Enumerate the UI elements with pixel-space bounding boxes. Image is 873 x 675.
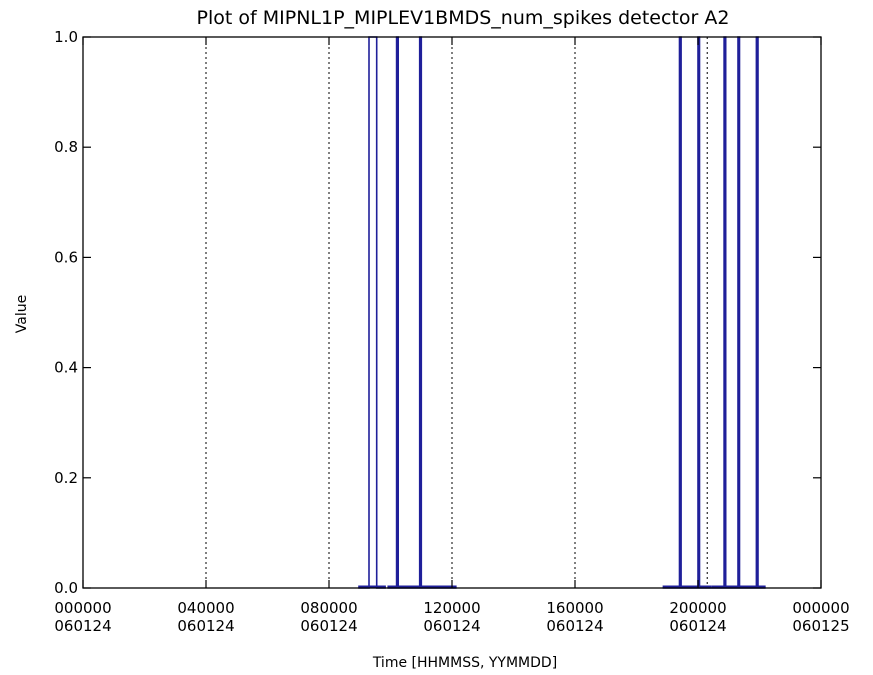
y-tick-label: 1.0: [54, 28, 78, 46]
x-tick-label-time: 000000: [792, 599, 849, 617]
series-group: [358, 36, 766, 589]
x-tick-label-date: 060124: [546, 617, 603, 635]
x-tick-label-time: 000000: [54, 599, 111, 617]
x-tick-label-time: 160000: [546, 599, 603, 617]
x-tick-label-date: 060124: [54, 617, 111, 635]
series-line: [387, 36, 457, 589]
x-tick-label-time: 200000: [669, 599, 726, 617]
y-axis: 0.0 0.2 0.4 0.6 0.8 1.0: [54, 28, 821, 597]
reference-lines: [205, 37, 708, 588]
series-line: [711, 36, 766, 589]
series-line: [662, 36, 712, 589]
x-axis: 0000000601240400000601240800000601241200…: [54, 37, 850, 635]
y-tick-label: 0.2: [54, 469, 78, 487]
series-line: [358, 36, 386, 589]
x-tick-label-time: 080000: [300, 599, 357, 617]
x-tick-label-time: 120000: [423, 599, 480, 617]
y-tick-label: 0.8: [54, 138, 78, 156]
x-tick-label-date: 060125: [792, 617, 849, 635]
y-tick-label: 0.0: [54, 579, 78, 597]
x-tick-label-time: 040000: [177, 599, 234, 617]
x-tick-label-date: 060124: [669, 617, 726, 635]
y-axis-label: Value: [14, 295, 30, 333]
x-tick-label-date: 060124: [300, 617, 357, 635]
x-tick-label-date: 060124: [177, 617, 234, 635]
x-tick-label-date: 060124: [423, 617, 480, 635]
chart-title: Plot of MIPNL1P_MIPLEV1BMDS_num_spikes d…: [197, 7, 730, 29]
x-axis-label: Time [HHMMSS, YYMMDD]: [372, 655, 557, 671]
y-tick-label: 0.4: [54, 359, 78, 377]
y-tick-label: 0.6: [54, 248, 78, 266]
